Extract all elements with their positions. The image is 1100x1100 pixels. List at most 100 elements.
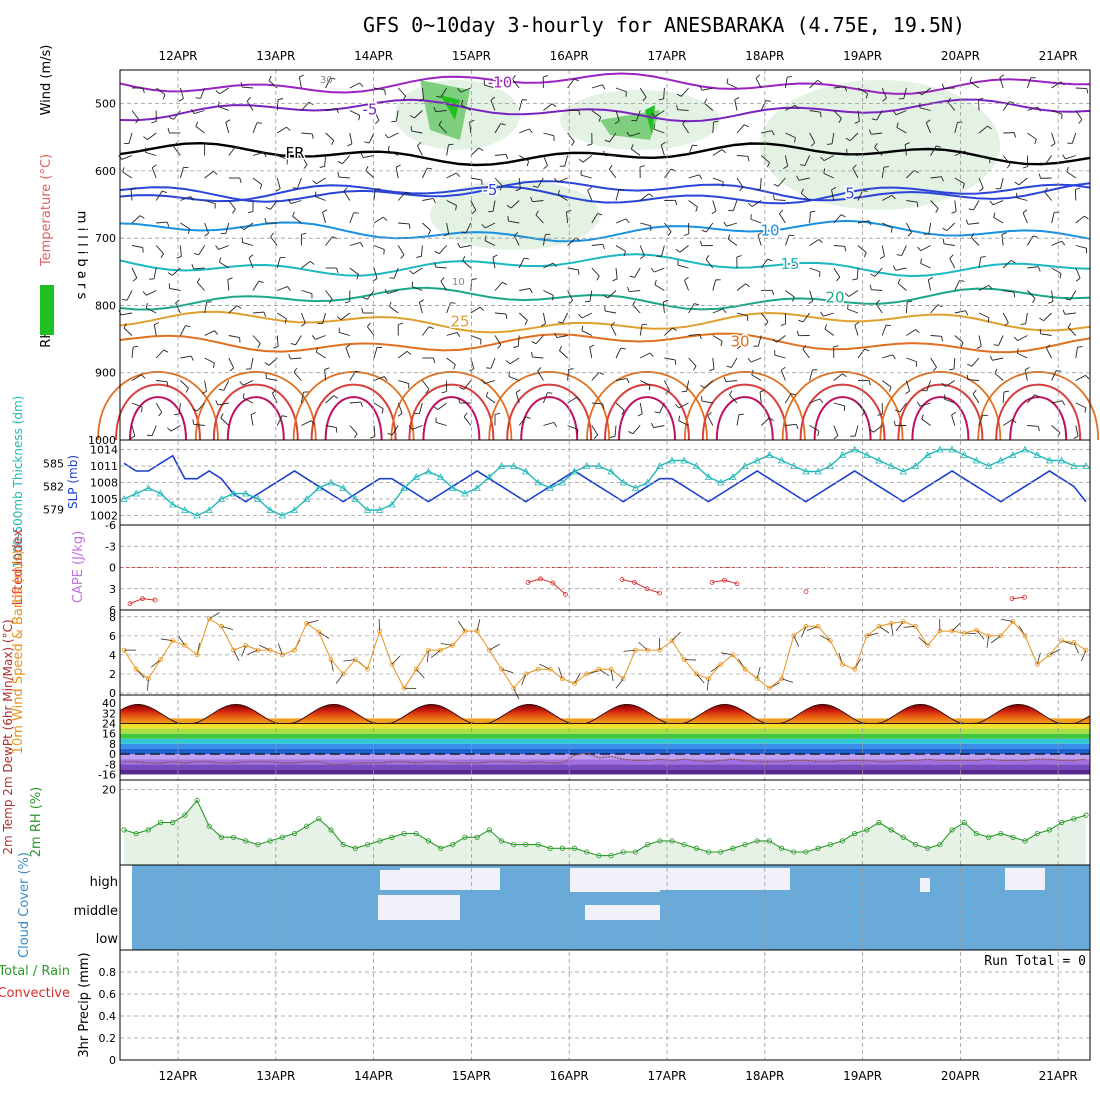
cloud-gap [585,905,660,920]
wind-barb [734,99,738,111]
wind-barb [1016,348,1019,354]
rh-point [925,845,931,851]
wind-barb [879,255,885,259]
wind-barb [965,310,969,316]
wind-barb [293,372,302,381]
wind-barb [175,299,180,304]
cloud-gap [660,868,790,890]
wind-barb [876,110,883,121]
wind-barb [225,122,230,134]
wind-barb [794,137,796,143]
rh-point [1071,816,1077,822]
wind-barb [587,186,592,191]
wind-barb [736,345,742,350]
wind-barb [513,235,520,246]
li-point [525,579,531,585]
wind-barb [1027,425,1039,427]
wind-barb [682,123,689,134]
slp-point [315,484,323,491]
wind-barb [868,380,871,386]
wind-barb [168,117,174,120]
wind-barb [818,239,823,244]
wind-barb [1013,132,1017,138]
wind-barb [349,110,360,116]
wind-barb [626,378,630,384]
wind-barb [1044,155,1052,165]
wind-barb [354,433,358,439]
surface-isotherm [115,383,201,441]
wind-barb [946,222,956,231]
wind-barb [1066,171,1077,179]
wind-barb [270,200,278,210]
wind-barb [660,141,666,146]
wind-barb [780,323,786,326]
wind-barb [335,108,340,114]
wind-barb [435,95,442,98]
surface-wind-barb [638,641,648,651]
slp-point [412,473,420,480]
slp-point [631,484,640,491]
wind-barb [736,124,745,134]
surface-wind-barb [343,659,356,662]
wind-barb [200,87,206,99]
rh-point [620,849,626,855]
slp-point [339,484,347,491]
panel-labels: 12APR12APR13APR13APR14APR14APR15APR15APR… [0,45,1086,1083]
wind-barb [693,365,697,371]
wind-barb [432,198,436,204]
wind-barb [513,346,519,348]
wind-barb [833,110,842,119]
wind-barb [629,132,641,137]
wind-barb [218,388,224,391]
wind-barb [654,284,665,291]
wind-barb [903,87,907,99]
wind-barb [388,132,399,139]
wind-barb [615,218,627,224]
wind-barb [999,77,1004,89]
wind-barb [179,325,186,336]
slp-point [229,489,238,497]
slp-point [972,456,981,464]
wind-point [316,629,322,635]
wind-barb [220,417,230,426]
wind-barb [1018,177,1028,186]
wind-barb [422,222,431,231]
wind-barb [463,416,472,426]
surface-wind-barb [318,631,330,639]
surface-wind-barb [696,673,705,684]
isotherm-label: 5 [845,184,855,202]
wind-barb [284,318,287,324]
date-label-bottom: 12APR [158,1069,197,1083]
temp-tick: -8 [105,758,116,771]
wind-barb [629,290,641,293]
wind-barb [316,351,326,359]
wind-barb [890,227,893,233]
wind-barb [322,212,327,224]
wind-barb [610,325,617,336]
wind-barb [654,267,665,273]
wind-barb [529,128,533,134]
cloud-gap [570,868,660,892]
wind-barb [639,87,647,98]
wind-barb [863,252,867,258]
wind-barb [246,100,254,111]
wind-barb [661,245,665,257]
wind-barb [951,414,956,426]
wind-barb [817,431,820,437]
wind-barb [591,267,600,277]
wind-barb [895,409,901,413]
surface-isotherm [520,396,579,441]
wind-barb [607,290,617,299]
wind-barb [567,237,576,246]
wind-barb [141,407,143,413]
wind-barb [772,338,777,343]
wind-barb [833,435,839,440]
slp-point [838,451,847,458]
slp-point [436,473,445,480]
wind-barb [857,87,868,94]
rh-area [124,800,1086,865]
wind-barb [139,215,145,219]
wind-barb [712,279,717,291]
wind-barb [1075,277,1081,282]
surface-wind-barb [918,637,928,646]
